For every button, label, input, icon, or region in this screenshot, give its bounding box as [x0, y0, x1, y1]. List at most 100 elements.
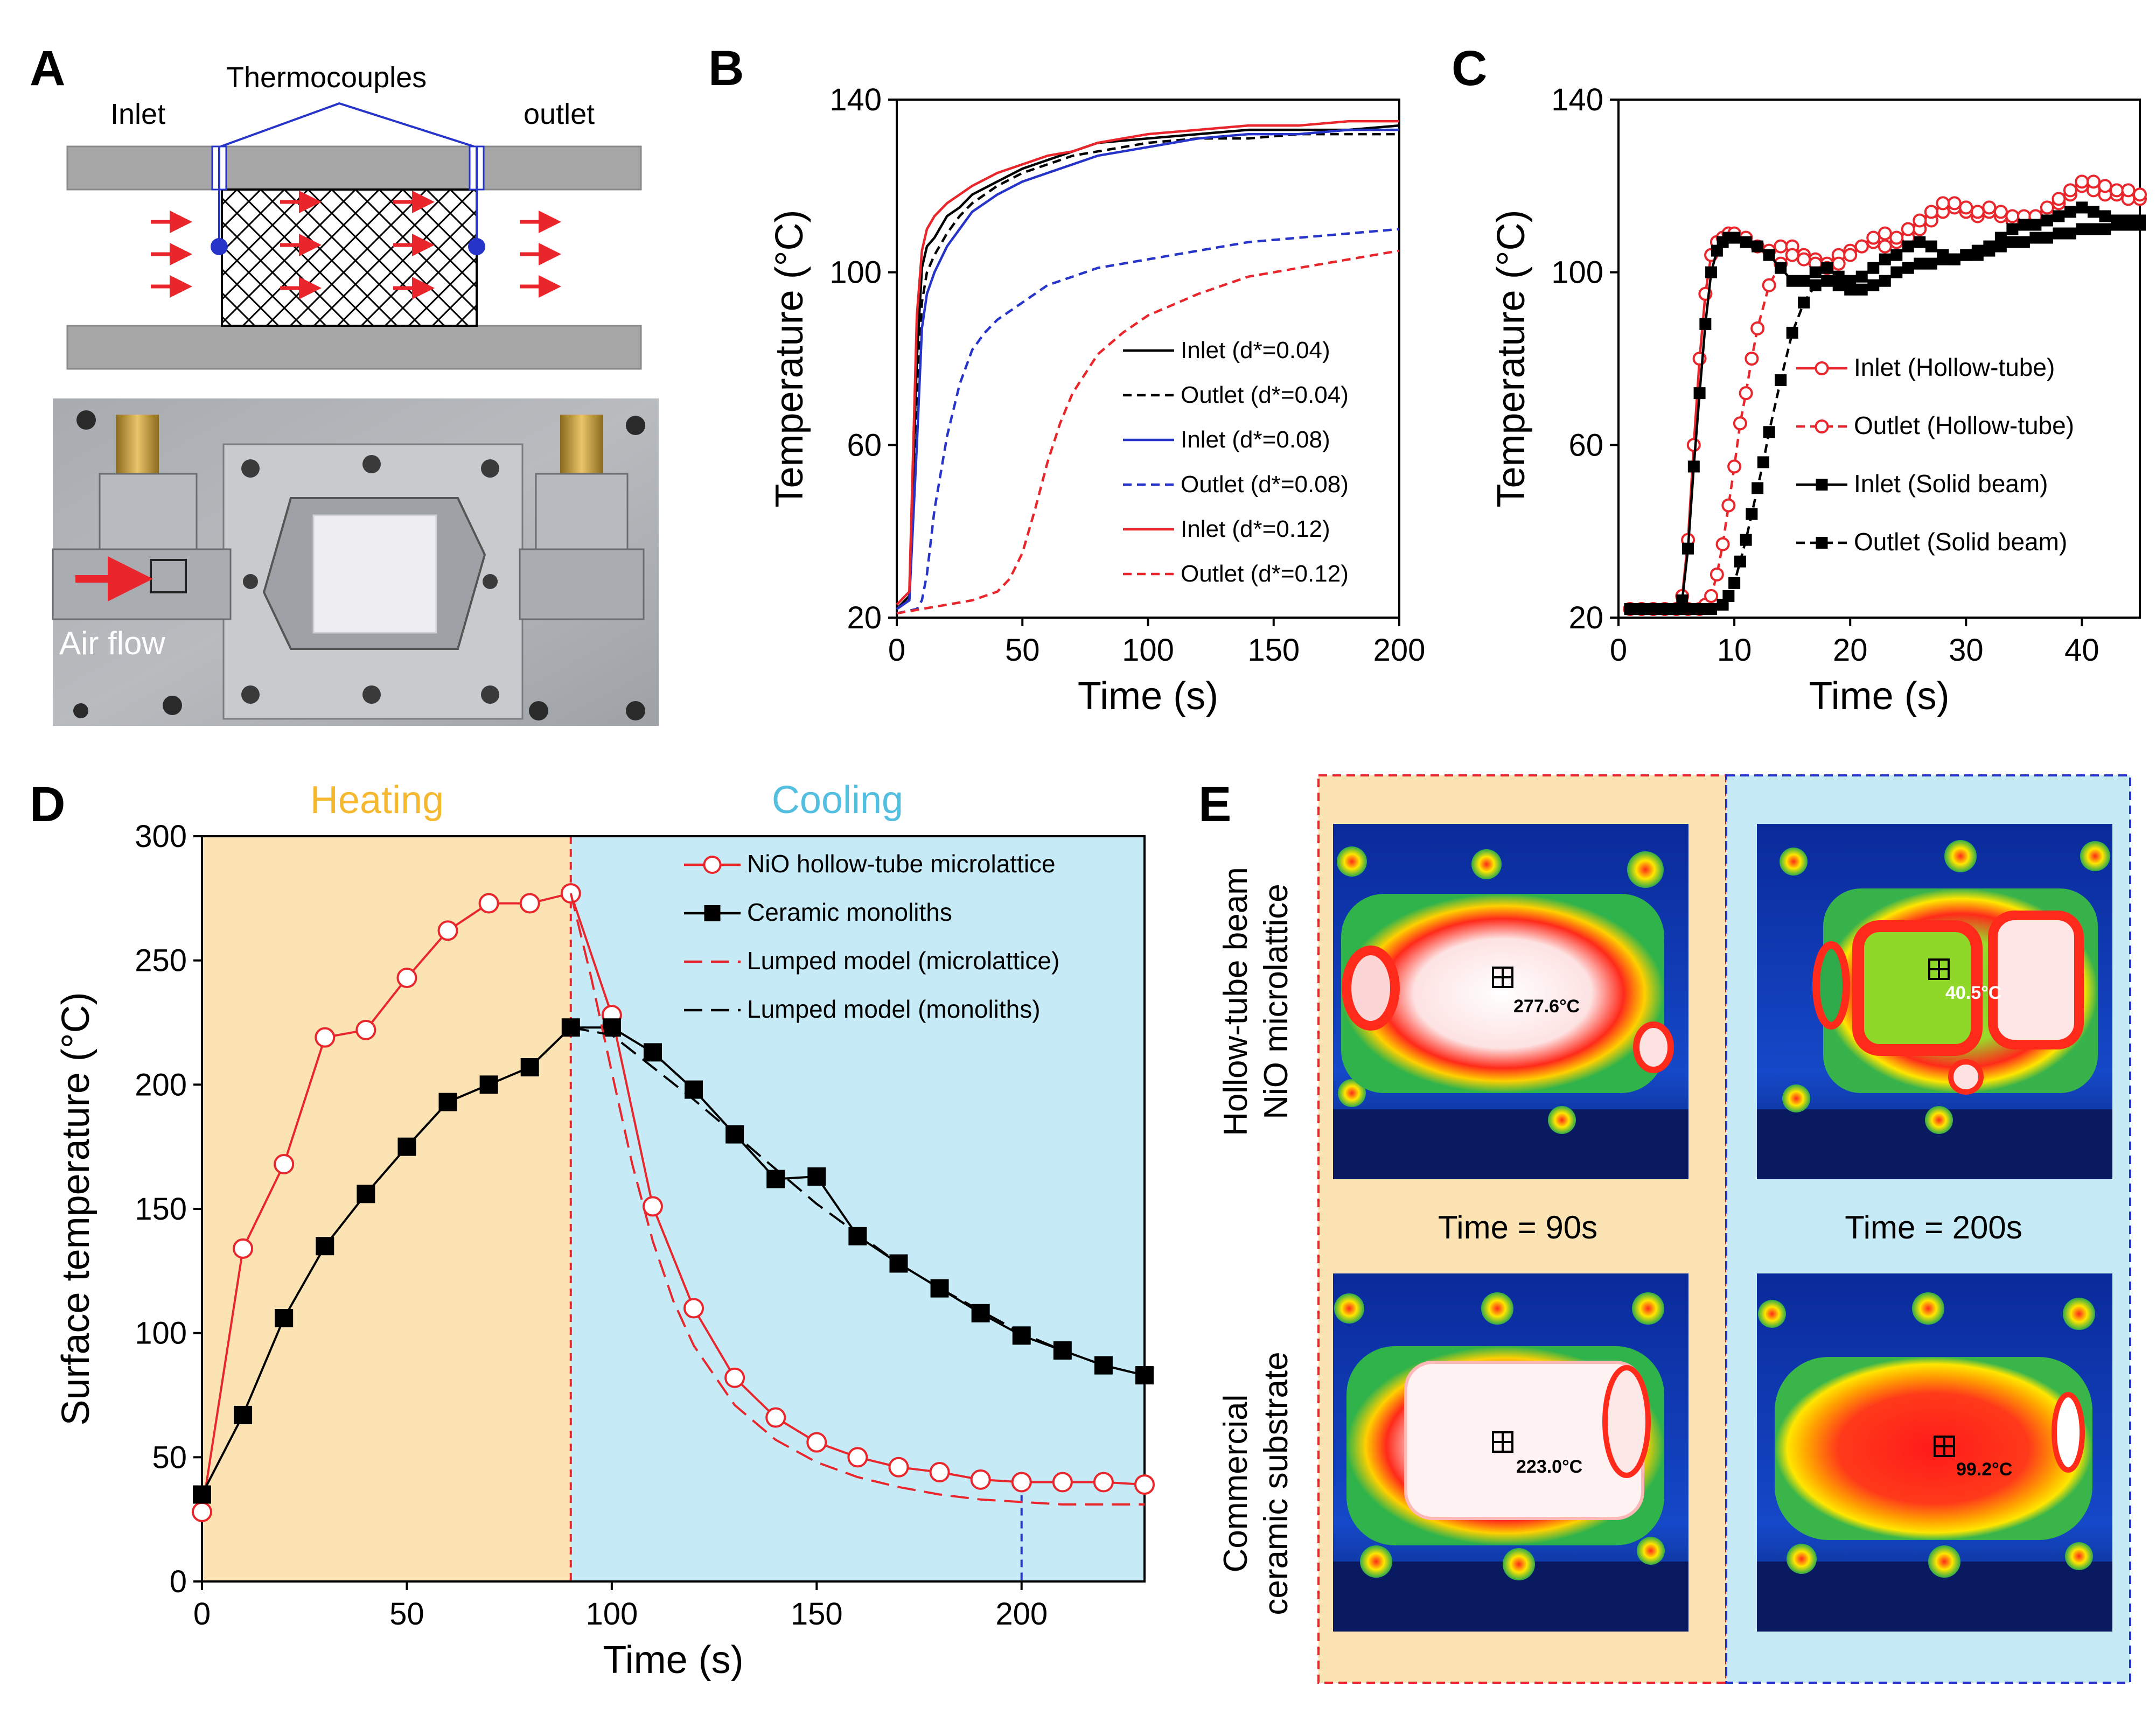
point-c-inlet-solid-beam-27 [1879, 253, 1891, 265]
x-tick-label-b-0: 0 [888, 633, 905, 668]
chart-d: 0 50 100 150 200 0 50 100 150 200 250 300 Time (s) Su… [54, 819, 1155, 1682]
y-tick-label-c-100: 100 [1551, 255, 1603, 290]
point-c-inlet-solid-beam-42 [2053, 210, 2065, 222]
cooling-label: Cooling [772, 779, 903, 822]
lattice-sample-photo [312, 514, 437, 634]
x-tick-label-b-200: 200 [1373, 633, 1426, 668]
temp-readout-ceramic-200: 99.2°C [1956, 1459, 2012, 1480]
point-c-outlet-hollow-tube-32 [1936, 196, 1950, 211]
point-c-outlet-solid-beam-2 [1647, 603, 1659, 615]
point-c-inlet-solid-beam-22 [1821, 262, 1833, 274]
point-c-outlet-solid-beam-6 [1693, 603, 1706, 615]
point-c-outlet-solid-beam-26 [1879, 275, 1891, 287]
legend-label-b-outlet-d-0-04: Outlet (d*=0.04) [1181, 382, 1349, 408]
point-d-nio-hollow-tube-microlattice-18 [929, 1462, 950, 1483]
legend-label-b-outlet-d-0-12: Outlet (d*=0.12) [1181, 561, 1349, 587]
point-d-nio-hollow-tube-microlattice-6 [437, 920, 458, 941]
x-tick-label-b-100: 100 [1122, 633, 1174, 668]
point-d-ceramic-monoliths-1 [234, 1405, 253, 1424]
point-c-inlet-solid-beam-46 [2099, 210, 2111, 222]
x-tick-label-d-100: 100 [585, 1597, 638, 1632]
point-c-inlet-solid-beam-38 [2006, 223, 2019, 235]
legend-marker-d-nio-hollow-tube-microlattice [703, 856, 722, 874]
point-c-outlet-solid-beam-1 [1636, 603, 1648, 615]
y-tick-label-d-150: 150 [135, 1192, 187, 1227]
y-tick-label-d-200: 200 [135, 1067, 187, 1102]
point-c-outlet-solid-beam-24 [1855, 283, 1868, 296]
point-c-outlet-solid-beam-46 [2110, 219, 2123, 231]
thermocouples-label: Thermocouples [226, 61, 427, 94]
point-c-outlet-solid-beam-9 [1722, 590, 1735, 602]
point-d-ceramic-monoliths-11 [643, 1043, 662, 1062]
point-c-inlet-solid-beam-45 [2087, 206, 2099, 218]
point-c-inlet-solid-beam-14 [1728, 232, 1741, 244]
y-tick-label-b-100: 100 [829, 255, 882, 290]
point-c-outlet-hollow-tube-38 [2005, 209, 2020, 223]
legend-label-d-nio-hollow-tube-microlattice: NiO hollow-tube microlattice [747, 850, 1056, 878]
point-c-outlet-solid-beam-34 [1971, 249, 1984, 261]
point-c-outlet-solid-beam-31 [1937, 253, 1949, 265]
point-d-ceramic-monoliths-2 [275, 1308, 294, 1327]
panel-letter-e: E [1198, 777, 1231, 832]
point-c-inlet-solid-beam-15 [1740, 236, 1752, 248]
point-c-outlet-hollow-tube-10 [1715, 537, 1730, 551]
bottom-wall [66, 325, 642, 370]
point-c-outlet-solid-beam-12 [1740, 534, 1752, 546]
point-c-outlet-solid-beam-40 [2041, 232, 2053, 244]
point-c-outlet-solid-beam-0 [1624, 603, 1636, 615]
panel-a-photo: Air flow [52, 398, 659, 726]
point-c-outlet-solid-beam-28 [1902, 262, 1914, 274]
thermocouple-wire [220, 102, 475, 148]
plot-frame-c [1617, 99, 2141, 619]
point-c-outlet-hollow-tube-44 [2075, 174, 2089, 189]
point-c-inlet-hollow-tube-18 [1774, 239, 1788, 254]
point-c-outlet-hollow-tube-27 [1878, 226, 1892, 241]
point-d-ceramic-monoliths-8 [520, 1058, 539, 1077]
point-d-nio-hollow-tube-microlattice-22 [1093, 1472, 1114, 1493]
row1-label-line2: NiO microlattice [1258, 884, 1295, 1119]
point-d-ceramic-monoliths-0 [193, 1485, 211, 1504]
point-c-outlet-solid-beam-4 [1670, 603, 1683, 615]
point-c-outlet-hollow-tube-33 [1947, 196, 1962, 211]
panel-letter-d: D [30, 777, 65, 832]
y-tick-label-d-250: 250 [135, 943, 187, 978]
point-c-inlet-solid-beam-28 [1890, 249, 1903, 261]
point-d-nio-hollow-tube-microlattice-11 [642, 1196, 663, 1217]
point-c-inlet-hollow-tube-27 [1878, 239, 1892, 254]
point-c-outlet-solid-beam-7 [1705, 603, 1718, 615]
point-c-outlet-hollow-tube-9 [1710, 567, 1724, 582]
point-d-nio-hollow-tube-microlattice-2 [274, 1153, 295, 1174]
legend-label-c-outlet-solid-beam: Outlet (Solid beam) [1854, 528, 2067, 556]
chart-b: 0 50 100 150 200 20 60 100 140 Time (s) Temperatur… [768, 82, 1425, 718]
point-c-outlet-solid-beam-10 [1728, 577, 1741, 589]
legend-label-c-outlet-hollow-tube: Outlet (Hollow-tube) [1854, 411, 2074, 439]
x-tick-label-c-30: 30 [1949, 633, 1984, 668]
point-d-ceramic-monoliths-3 [316, 1237, 334, 1256]
point-c-inlet-solid-beam-26 [1867, 262, 1880, 274]
y-axis-label-b: Temperature (°C) [768, 210, 811, 508]
point-c-outlet-solid-beam-25 [1867, 279, 1880, 291]
point-c-inlet-solid-beam-10 [1705, 266, 1718, 278]
point-c-outlet-hollow-tube-43 [2063, 183, 2077, 198]
air-flow-label: Air flow [59, 625, 165, 661]
panel-e: Hollow-tube beam NiO microlattice Commer… [1217, 774, 2131, 1684]
series-line-b-inlet-d-0-12 [896, 120, 1399, 606]
x-tick-label-d-200: 200 [995, 1597, 1048, 1632]
time-90-label: Time = 90s [1438, 1209, 1597, 1245]
point-c-outlet-solid-beam-42 [2064, 227, 2076, 240]
panel-letter-b: B [708, 41, 744, 96]
series-line-b-inlet-d-0-08 [896, 128, 1399, 610]
point-d-ceramic-monoliths-18 [930, 1279, 949, 1298]
row2-label-line2: ceramic substrate [1258, 1352, 1295, 1615]
x-axis-label-d: Time (s) [603, 1639, 743, 1682]
time-200-label: Time = 200s [1845, 1209, 2022, 1245]
point-c-outlet-hollow-tube-30 [1913, 213, 1927, 228]
point-c-outlet-hollow-tube-25 [1854, 239, 1869, 254]
point-c-outlet-hollow-tube-15 [1745, 352, 1759, 366]
thermal-image-hollow-200s: 40.5°C [1757, 824, 2112, 1179]
thermocouple-tip-left [211, 238, 228, 255]
point-c-outlet-solid-beam-45 [2099, 223, 2111, 235]
thermal-image-ceramic-90s: 223.0°C [1333, 1273, 1688, 1632]
point-c-outlet-solid-beam-19 [1798, 296, 1810, 309]
